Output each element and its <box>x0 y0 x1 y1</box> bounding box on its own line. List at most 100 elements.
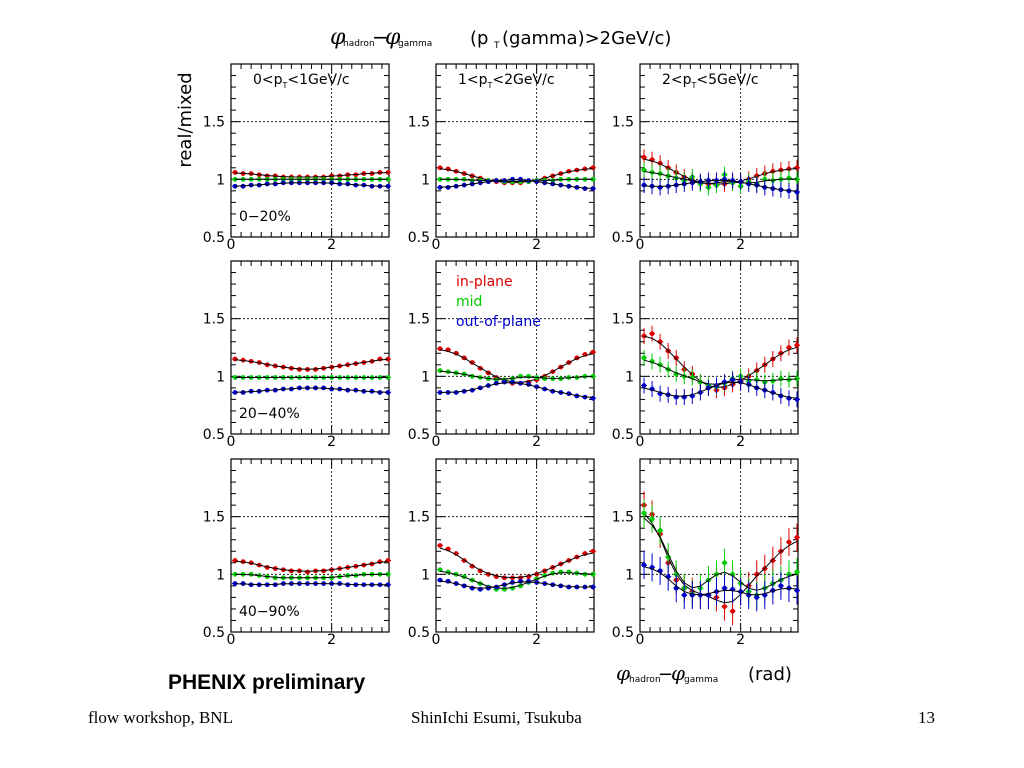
data-point <box>582 186 588 191</box>
fit-curve <box>643 359 798 385</box>
data-point <box>437 368 443 373</box>
data-point <box>558 569 564 575</box>
panel-r0-c0: 0.5 1 1.5 0 2 0<pT<1GeV/c 0−20% <box>203 63 391 253</box>
data-point <box>641 155 647 160</box>
y-tick-label: 1.5 <box>203 510 225 526</box>
x-axis-label: φ hadron − φ gamma (rad) <box>616 661 792 685</box>
panel-r0-c1: 0.5 1 1.5 0 2 1<pT<2GeV/c <box>408 63 596 253</box>
data-point <box>502 575 507 581</box>
data-point <box>232 558 238 563</box>
y-tick-label: 1 <box>216 567 225 583</box>
x-tick-label: 0 <box>227 434 236 450</box>
y-tick-label: 1 <box>216 172 225 188</box>
panel-r1-c0: 0.5 1 1.5 0 2 20−40% <box>203 260 391 450</box>
data-point <box>502 379 507 385</box>
data-point <box>453 551 459 556</box>
title-pt-suffix: (gamma)>2GeV/c) <box>502 28 671 49</box>
fit-curve <box>234 560 389 572</box>
fit-curve <box>234 583 388 586</box>
y-tick-label: 1.5 <box>612 510 634 526</box>
fit-curve <box>439 570 594 589</box>
fit-curve <box>643 381 798 399</box>
y-tick-label: 1 <box>625 567 634 583</box>
data-point <box>794 165 800 171</box>
data-point <box>641 562 647 568</box>
data-point <box>754 377 760 383</box>
x-tick-label: 0 <box>636 632 645 648</box>
data-point <box>385 390 391 395</box>
data-point <box>786 345 792 350</box>
fit-curve <box>439 580 593 589</box>
data-point <box>590 395 596 401</box>
x-tick-label: 2 <box>532 434 541 450</box>
data-point <box>502 586 507 592</box>
xlabel-phi-gamma: φ <box>671 661 685 685</box>
data-point <box>313 367 318 372</box>
x-tick-label: 2 <box>532 632 541 648</box>
x-tick-label: 2 <box>327 434 336 450</box>
series-in-plane <box>232 558 391 575</box>
xlabel-unit: (rad) <box>748 664 792 685</box>
data-point <box>794 376 800 382</box>
data-point <box>681 592 687 598</box>
centrality-label: 20−40% <box>239 406 300 422</box>
fit-curve <box>643 171 798 185</box>
title-phi-gamma: φ <box>385 25 401 50</box>
panels-grid: 0.5 1 1.5 0 2 0<pT<1GeV/c 0−20% 0.5 1 1.5 0 2 1<pT<2… <box>203 63 800 648</box>
footer-venue: flow workshop, BNL <box>88 708 233 727</box>
footer-author: ShinIchi Esumi, Tsukuba <box>411 708 582 727</box>
y-tick-label: 0.5 <box>203 625 225 641</box>
title-phi-hadron: φ <box>330 25 346 50</box>
series-in-plane <box>232 356 391 372</box>
y-tick-label: 0.5 <box>408 427 430 443</box>
fit-curve <box>439 547 594 579</box>
x-tick-label: 2 <box>327 632 336 648</box>
y-tick-label: 1 <box>216 369 225 385</box>
x-tick-label: 0 <box>227 632 236 648</box>
data-point <box>590 548 596 554</box>
y-tick-label: 0.5 <box>612 625 634 641</box>
y-tick-label: 0.5 <box>203 230 225 246</box>
panel-frame <box>639 458 799 633</box>
series-mid <box>232 176 391 182</box>
data-point <box>778 583 784 589</box>
legend-entry-out-of-plane: out-of-plane <box>456 314 541 330</box>
panel-pt-range-label: 0<pT<1GeV/c <box>253 72 350 90</box>
y-tick-label: 1.5 <box>408 115 430 131</box>
panel-r1-c2: 0.5 1 1.5 0 2 <box>612 260 800 450</box>
y-axis-label: real/mixed <box>175 72 196 167</box>
data-point <box>590 571 596 577</box>
panel-frame <box>435 63 595 238</box>
data-point <box>232 170 238 175</box>
y-tick-label: 0.5 <box>408 230 430 246</box>
fit-curve <box>439 382 594 398</box>
panel-frame <box>230 458 390 633</box>
data-point <box>657 528 663 533</box>
data-point <box>526 578 531 584</box>
data-point <box>590 349 596 355</box>
y-tick-label: 1 <box>421 172 430 188</box>
fit-curve <box>643 566 798 596</box>
x-tick-label: 0 <box>636 434 645 450</box>
data-point <box>641 182 647 188</box>
panel-r2-c2: 0.5 1 1.5 0 2 <box>612 458 800 648</box>
x-tick-label: 0 <box>432 434 441 450</box>
x-tick-label: 2 <box>736 434 745 450</box>
y-tick-label: 1.5 <box>408 510 430 526</box>
y-tick-label: 0.5 <box>612 230 634 246</box>
y-tick-label: 0.5 <box>408 625 430 641</box>
data-point <box>377 559 383 565</box>
fit-curve <box>439 349 594 383</box>
title-sub-hadron: hadron <box>343 39 375 49</box>
figure-title: φ hadron − φ gamma (p T (gamma)>2GeV/c) <box>330 25 671 51</box>
data-point <box>469 585 475 591</box>
data-point <box>754 571 760 577</box>
panel-r2-c0: 0.5 1 1.5 0 2 40−90% <box>203 458 391 648</box>
fit-curve <box>439 179 594 189</box>
data-point <box>641 333 647 339</box>
data-point <box>770 558 776 563</box>
fit-curve <box>234 387 389 393</box>
series-out-of-plane <box>232 180 391 189</box>
series-out-of-plane <box>641 171 800 201</box>
x-tick-label: 2 <box>532 237 541 253</box>
